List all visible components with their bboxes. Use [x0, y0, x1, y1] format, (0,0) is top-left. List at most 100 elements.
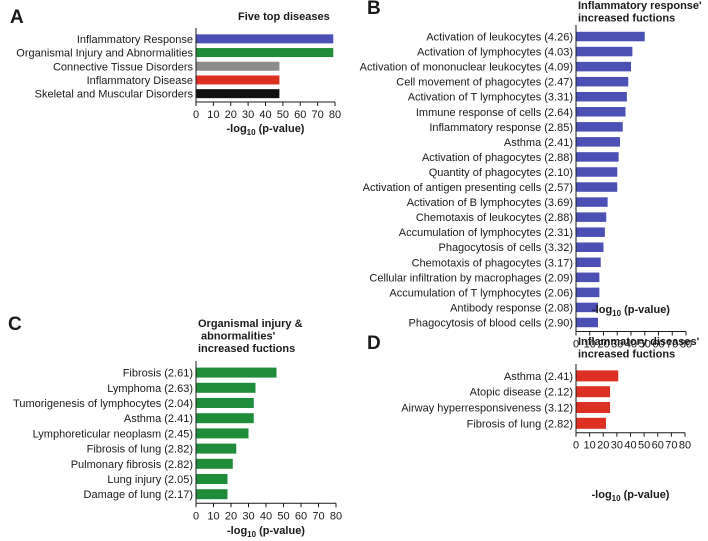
x-axis-label-unit: (p-value)	[256, 123, 305, 135]
category-label: Lymphoreticular neoplasm (2.45)	[33, 428, 193, 440]
bar	[576, 417, 606, 429]
x-tick-label: 60	[652, 339, 664, 351]
bar	[576, 242, 604, 252]
bar	[196, 413, 254, 424]
x-tick-label: 80	[329, 109, 341, 121]
bar	[196, 89, 280, 99]
panel-b: B Inflammatory response'increased fuction…	[360, 0, 702, 351]
x-axis-label-unit: (p-value)	[621, 489, 670, 501]
x-axis-label-unit: (p-value)	[621, 304, 670, 316]
category-label: Activation of lymphocytes (4.03)	[417, 47, 573, 59]
category-label: Fibrosis (2.61)	[123, 368, 193, 380]
bar	[196, 34, 334, 44]
x-tick-label: 0	[573, 440, 579, 452]
category-label: Quantity of phagocytes (2.10)	[429, 167, 573, 179]
x-tick-label: 60	[294, 109, 306, 121]
category-label: Organismal Injury and Abnormalities	[16, 48, 193, 60]
bar	[196, 489, 228, 500]
category-label: Immune response of cells (2.64)	[416, 107, 573, 119]
x-tick-label: 20	[225, 510, 237, 522]
x-tick-label: 50	[277, 109, 289, 121]
category-label: Inflammatory Response	[77, 34, 193, 46]
panel-letter: A	[10, 7, 24, 28]
x-tick-label: 40	[624, 440, 636, 452]
bar	[576, 137, 620, 147]
chart-title-line: Inflammatory response'	[578, 0, 702, 12]
category-label: Accumulation of lymphocytes (2.31)	[399, 227, 573, 239]
category-label: Inflammatory Disease	[87, 75, 193, 87]
bar	[196, 75, 280, 85]
panel-letter: C	[8, 314, 22, 335]
category-label: Tumorigenesis of lymphocytes (2.04)	[13, 398, 193, 410]
category-label: Asthma (2.41)	[124, 413, 193, 425]
category-label: Phagocytosis of blood cells (2.90)	[409, 317, 573, 329]
bar	[576, 91, 627, 102]
x-tick-label: 0	[193, 109, 199, 121]
bar	[196, 428, 249, 439]
x-tick-label: 70	[665, 440, 677, 452]
panel-letter: B	[367, 0, 381, 19]
category-label: Antibody response (2.08)	[450, 302, 573, 314]
x-axis-label-subscript: 10	[247, 530, 256, 539]
bar	[576, 122, 623, 132]
x-tick-label: 80	[330, 510, 342, 522]
x-tick-label: 10	[584, 339, 596, 351]
bar	[576, 386, 611, 398]
category-label: Airway hyperresponsiveness (3.12)	[401, 403, 573, 415]
bar	[576, 287, 600, 298]
category-label: Activation of T lymphocytes (3.31)	[408, 92, 573, 104]
category-label: Damage of lung (2.17)	[84, 489, 193, 501]
category-label: Activation of leukocytes (4.26)	[426, 32, 573, 44]
category-label: Chemotaxis of leukocytes (2.88)	[416, 212, 573, 224]
category-label: Cellular infiltration by macrophages (2.…	[369, 272, 573, 284]
category-label: Asthma (2.41)	[504, 137, 573, 149]
bar	[576, 197, 608, 207]
bar	[576, 182, 618, 192]
category-label: Skeletal and Muscular Disorders	[35, 89, 194, 101]
x-tick-label: 40	[259, 109, 271, 121]
x-tick-label: 30	[611, 440, 623, 452]
bar	[576, 152, 619, 162]
category-label: Pulmonary fibrosis (2.82)	[71, 459, 193, 471]
x-axis-label-main: -log	[592, 304, 612, 316]
category-label: Phagocytosis of cells (3.32)	[438, 242, 573, 254]
bar	[576, 167, 618, 177]
bar	[196, 61, 280, 71]
x-tick-label: 20	[597, 339, 609, 351]
x-tick-label: 70	[666, 339, 678, 351]
x-axis-label: -log10 (p-value)	[592, 489, 670, 503]
x-tick-label: 50	[277, 510, 289, 522]
x-tick-label: 10	[207, 510, 219, 522]
x-tick-label: 10	[584, 440, 596, 452]
bar	[196, 458, 233, 469]
x-axis-label-main: -log	[592, 489, 612, 501]
category-label: Lymphoma (2.63)	[107, 383, 193, 395]
x-axis-label: -log10 (p-value)	[227, 525, 305, 539]
x-tick-label: 70	[312, 109, 324, 121]
bar	[196, 474, 228, 484]
category-label: Fibrosis of lung (2.82)	[467, 418, 573, 430]
bar	[576, 317, 598, 328]
x-tick-label: 80	[679, 440, 691, 452]
x-tick-label: 20	[597, 440, 609, 452]
bar	[576, 257, 601, 268]
x-tick-label: 80	[680, 339, 692, 351]
category-label: Chemotaxis of phagocytes (3.17)	[412, 257, 573, 269]
x-axis-label-subscript: 10	[247, 128, 256, 137]
bar	[196, 382, 256, 393]
bar	[576, 212, 607, 222]
chart-title-line: Organismal injury &	[198, 318, 303, 330]
x-axis-label-unit: (p-value)	[256, 525, 305, 537]
bar	[576, 402, 611, 413]
x-tick-label: 10	[207, 109, 219, 121]
x-axis-label-main: -log	[227, 123, 247, 135]
bar	[576, 370, 619, 382]
x-axis-label-subscript: 10	[612, 494, 621, 503]
category-label: Activation of mononuclear leukocytes (4.…	[360, 62, 573, 74]
x-tick-label: 60	[652, 440, 664, 452]
category-label: Connective Tissue Disorders	[53, 61, 194, 73]
chart-title-line: Five top diseases	[238, 11, 330, 23]
category-label: Asthma (2.41)	[504, 371, 573, 383]
category-label: Activation of phagocytes (2.88)	[422, 152, 573, 164]
